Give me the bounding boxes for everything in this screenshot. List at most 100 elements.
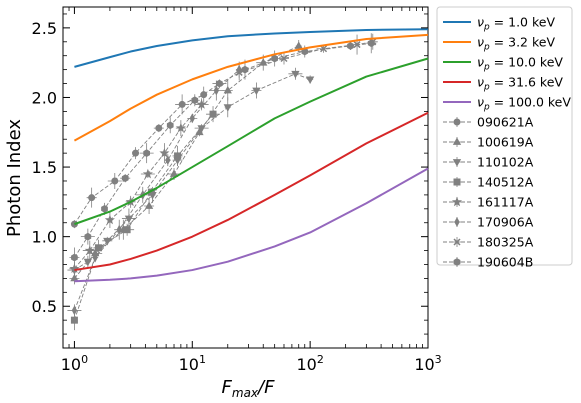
data-point xyxy=(143,149,150,158)
data-point xyxy=(101,204,108,213)
data-point xyxy=(132,149,140,157)
y-tick-label: 0.5 xyxy=(32,297,57,316)
data-point xyxy=(94,244,102,252)
data-point xyxy=(175,122,186,133)
data-point xyxy=(116,224,122,235)
data-point xyxy=(165,155,171,166)
data-point xyxy=(223,85,232,94)
data-point xyxy=(291,70,300,79)
legend-label: νp = 1.0 keV xyxy=(477,15,555,33)
data-point xyxy=(71,305,78,316)
data-point xyxy=(347,42,354,50)
data-point xyxy=(367,39,375,48)
legend-label: 180325A xyxy=(477,235,534,250)
legend-marker xyxy=(453,178,461,186)
legend-label: νp = 31.6 keV xyxy=(477,75,563,93)
x-tick-label: 100 xyxy=(61,353,88,374)
model-curve--1.0-keV xyxy=(74,28,429,68)
legend-label: 190604B xyxy=(477,255,533,270)
model-curve--31.6-keV xyxy=(74,111,429,272)
legend-entry: νp = 31.6 keV xyxy=(443,75,563,93)
legend-label: νp = 3.2 keV xyxy=(477,35,555,53)
data-point xyxy=(223,104,232,112)
data-point xyxy=(189,113,195,124)
y-tick-label: 2.0 xyxy=(32,88,57,107)
svg-text:Fmax/F: Fmax/F xyxy=(222,377,276,400)
legend-marker xyxy=(454,217,460,227)
y-axis-label: Photon Index xyxy=(4,119,25,237)
data-point xyxy=(123,226,131,234)
legend-items: νp = 1.0 keV νp = 3.2 keV νp = 10.0 keV νp … xyxy=(443,15,571,270)
legend-entry: νp = 3.2 keV xyxy=(443,35,555,53)
data-point xyxy=(213,85,220,96)
legend-marker xyxy=(453,118,461,126)
legend-entry: 180325A xyxy=(443,235,534,250)
legend-frame xyxy=(436,6,573,266)
x-tick-label: 102 xyxy=(296,353,323,374)
legend-entry: 190604B xyxy=(443,255,533,270)
ticks-layer: 100 101 102 103 0.5 1.0 1.5 2.0 2.5 xyxy=(32,7,442,374)
data-point xyxy=(104,214,115,225)
data-point xyxy=(84,232,92,241)
legend-entry: 170906A xyxy=(443,215,534,230)
data-point xyxy=(241,65,249,74)
legend-label: νp = 10.0 keV xyxy=(477,55,563,73)
legend-entry: 161117A xyxy=(443,195,534,210)
data-point xyxy=(111,177,119,185)
x-tick-label: 101 xyxy=(179,353,206,374)
x-tick-label: 103 xyxy=(414,353,441,374)
data-point xyxy=(294,41,303,49)
data-point xyxy=(305,76,315,85)
series-190604B xyxy=(69,33,377,268)
data-point xyxy=(174,152,182,160)
data-point xyxy=(178,100,186,108)
data-point xyxy=(196,99,207,109)
legend-entry: 100619A xyxy=(443,135,534,150)
legend-entry: νp = 10.0 keV xyxy=(443,55,563,73)
model-curve--10.0-keV xyxy=(74,57,429,226)
data-point xyxy=(92,252,98,263)
data-point xyxy=(84,245,95,255)
data-point xyxy=(142,168,153,179)
data-point xyxy=(71,253,78,262)
legend-marker xyxy=(452,159,462,167)
data-point xyxy=(353,41,361,49)
x-axis-label-tail: /F xyxy=(256,377,275,398)
data-point xyxy=(166,121,174,130)
legend-entry: 140512A xyxy=(443,175,534,190)
legend-label: 140512A xyxy=(477,175,534,190)
data-point xyxy=(169,169,179,177)
plot-area: 100 101 102 103 0.5 1.0 1.5 2.0 2.5 xyxy=(32,6,442,374)
x-axis-label: Fmax/F xyxy=(222,377,276,400)
series-090621A xyxy=(70,86,208,229)
data-point xyxy=(103,237,112,246)
y-tick-label: 2.5 xyxy=(32,19,57,38)
legend-label: νp = 100.0 keV xyxy=(477,95,571,113)
model-layer xyxy=(73,28,429,283)
legend-label: 170906A xyxy=(477,215,534,230)
legend-entry: νp = 1.0 keV xyxy=(443,15,555,33)
y-tick-label: 1.5 xyxy=(32,158,57,177)
data-point xyxy=(155,124,163,132)
legend-marker xyxy=(452,137,462,145)
model-curve--100.0-keV xyxy=(74,167,429,283)
y-tick-label: 1.0 xyxy=(32,228,57,247)
data-point xyxy=(70,316,78,324)
data-point xyxy=(271,54,279,63)
series-line-170906A xyxy=(74,69,240,311)
plot-frame xyxy=(62,6,429,349)
legend-label: 090621A xyxy=(477,115,534,130)
legend-label: 110102A xyxy=(477,155,534,170)
legend: νp = 1.0 keV νp = 3.2 keV νp = 10.0 keV νp … xyxy=(436,6,573,270)
data-point xyxy=(83,258,92,267)
x-axis-label-main: F xyxy=(222,377,233,398)
legend-marker xyxy=(453,238,461,246)
model-curve--3.2-keV xyxy=(73,33,429,142)
data-layer xyxy=(67,33,378,331)
data-point xyxy=(191,96,199,105)
legend-marker xyxy=(451,196,463,207)
legend-entry: νp = 100.0 keV xyxy=(443,95,571,113)
data-point xyxy=(88,194,96,202)
data-point xyxy=(252,87,261,96)
